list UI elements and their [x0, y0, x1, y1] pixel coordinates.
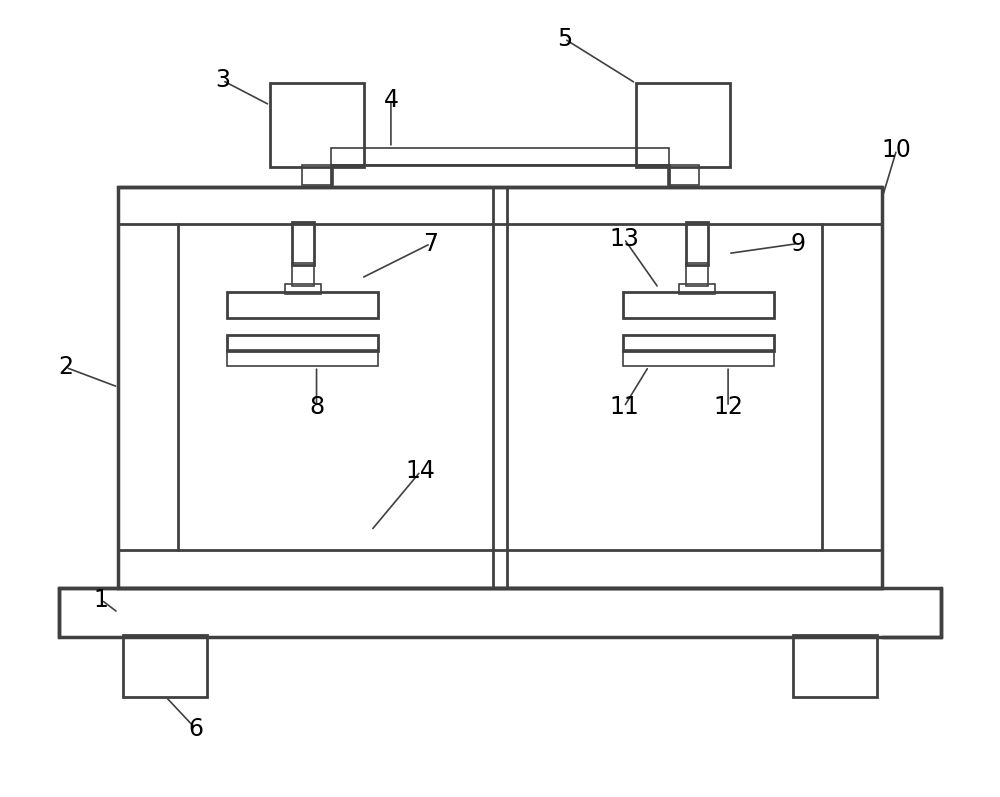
- Bar: [623, 292, 774, 318]
- Bar: [302, 166, 333, 185]
- Text: 7: 7: [423, 232, 438, 256]
- Text: 2: 2: [58, 355, 73, 379]
- Bar: [59, 588, 941, 638]
- Bar: [270, 84, 364, 167]
- Text: 9: 9: [790, 232, 805, 256]
- Text: 13: 13: [609, 226, 639, 251]
- Text: 3: 3: [215, 69, 230, 92]
- Bar: [292, 222, 314, 265]
- Bar: [331, 166, 669, 187]
- Text: 8: 8: [309, 395, 324, 419]
- Bar: [679, 285, 715, 294]
- Bar: [636, 84, 730, 167]
- Bar: [285, 285, 321, 294]
- Bar: [623, 350, 774, 367]
- Text: 12: 12: [713, 395, 743, 419]
- Bar: [227, 292, 378, 318]
- Text: 1: 1: [94, 588, 109, 612]
- Bar: [118, 187, 882, 588]
- Bar: [623, 335, 774, 351]
- Bar: [227, 350, 378, 367]
- Text: 14: 14: [406, 459, 436, 483]
- Text: 5: 5: [557, 27, 572, 51]
- Bar: [686, 264, 708, 286]
- Bar: [292, 264, 314, 286]
- Bar: [227, 335, 378, 351]
- Text: 11: 11: [609, 395, 639, 419]
- Bar: [793, 635, 877, 697]
- Text: 4: 4: [383, 88, 398, 112]
- Bar: [123, 635, 207, 697]
- Text: 6: 6: [188, 717, 203, 740]
- Bar: [331, 147, 669, 166]
- Bar: [686, 222, 708, 265]
- Bar: [668, 166, 699, 185]
- Text: 10: 10: [882, 138, 912, 162]
